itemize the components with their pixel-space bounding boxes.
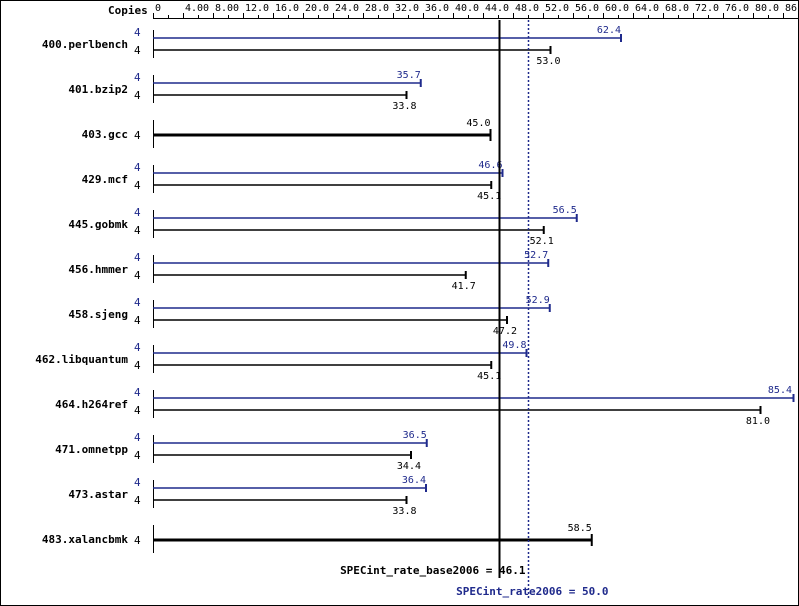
peak-value-label: 46.6 [478, 160, 502, 171]
tick-label: 36.0 [425, 3, 449, 14]
tick-label: 12.0 [245, 3, 269, 14]
benchmark-row: 473.astar 4 4 36.4 33.8 [68, 475, 427, 517]
peak-copies-label: 4 [134, 71, 141, 84]
base-copies-label: 4 [134, 269, 141, 282]
benchmark-name: 403.gcc [82, 128, 128, 141]
peak-copies-label: 4 [134, 26, 141, 39]
benchmark-row: 464.h264ref 4 4 85.4 81.0 [55, 385, 795, 427]
benchmark-name: 445.gobmk [68, 218, 128, 231]
tick-label: 68.0 [665, 3, 689, 14]
tick-label: 24.0 [335, 3, 359, 14]
base-value-label: 45.1 [477, 191, 501, 202]
benchmark-row: 429.mcf 4 4 46.6 45.1 [82, 160, 504, 202]
peak-value-label: 35.7 [397, 70, 421, 81]
tick-label: 86.0 [785, 3, 799, 14]
benchmark-name: 456.hmmer [68, 263, 128, 276]
base-summary-label: SPECint_rate_base2006 = 46.1 [340, 564, 526, 577]
tick-label: 28.0 [365, 3, 389, 14]
benchmark-row: 471.omnetpp 4 4 36.5 34.4 [55, 430, 428, 472]
base-value-label: 45.1 [477, 371, 501, 382]
tick-label: 80.0 [755, 3, 779, 14]
benchmark-name: 471.omnetpp [55, 443, 128, 456]
benchmark-row: 456.hmmer 4 4 52.7 41.7 [68, 250, 550, 292]
base-value-label: 53.0 [536, 56, 560, 67]
benchmark-name: 464.h264ref [55, 398, 128, 411]
tick-label: 52.0 [545, 3, 569, 14]
benchmark-row: 403.gcc 4 45.0 [82, 118, 492, 148]
tick-label: 4.00 [185, 3, 209, 14]
base-value-label: 41.7 [452, 281, 476, 292]
peak-copies-label: 4 [134, 296, 141, 309]
base-copies-label: 4 [134, 224, 141, 237]
tick-label: 76.0 [725, 3, 749, 14]
tick-label: 72.0 [695, 3, 719, 14]
base-value-label: 33.8 [392, 506, 416, 517]
tick-label: 48.0 [515, 3, 539, 14]
base-copies-label: 4 [134, 179, 141, 192]
benchmark-row: 400.perlbench 4 4 62.4 53.0 [42, 25, 622, 67]
base-value-label: 81.0 [746, 416, 770, 427]
peak-copies-label: 4 [134, 341, 141, 354]
base-copies-label: 4 [134, 449, 141, 462]
peak-summary-label: SPECint_rate2006 = 50.0 [456, 585, 608, 598]
benchmark-name: 473.astar [68, 488, 128, 501]
base-copies-label: 4 [134, 359, 141, 372]
axis-header: Copies [108, 4, 148, 17]
benchmark-name: 400.perlbench [42, 38, 128, 51]
benchmark-name: 401.bzip2 [68, 83, 128, 96]
peak-value-label: 85.4 [768, 385, 792, 396]
value-label: 58.5 [568, 523, 592, 534]
peak-copies-label: 4 [134, 251, 141, 264]
peak-value-label: 49.8 [502, 340, 526, 351]
base-copies-label: 4 [134, 404, 141, 417]
peak-value-label: 52.9 [526, 295, 550, 306]
peak-copies-label: 4 [134, 476, 141, 489]
tick-label: 60.0 [605, 3, 629, 14]
base-copies-label: 4 [134, 44, 141, 57]
peak-copies-label: 4 [134, 386, 141, 399]
benchmark-row: 401.bzip2 4 4 35.7 33.8 [68, 70, 422, 112]
tick-label: 16.0 [275, 3, 299, 14]
peak-value-label: 36.5 [403, 430, 427, 441]
peak-copies-label: 4 [134, 431, 141, 444]
benchmark-name: 429.mcf [82, 173, 128, 186]
x-axis: 0 4.00 8.00 12.0 16.0 20.0 24.0 28.0 32.0 36.0 40.… [153, 3, 799, 19]
benchmark-row: 445.gobmk 4 4 56.5 52.1 [68, 205, 578, 247]
benchmark-name: 462.libquantum [35, 353, 128, 366]
tick-label: 20.0 [305, 3, 329, 14]
base-copies-label: 4 [134, 494, 141, 507]
tick-label: 64.0 [635, 3, 659, 14]
base-copies-label: 4 [134, 314, 141, 327]
peak-copies-label: 4 [134, 161, 141, 174]
tick-label: 40.0 [455, 3, 479, 14]
benchmark-row: 458.sjeng 4 4 52.9 47.2 [68, 295, 551, 337]
summary-lines: SPECint_rate_base2006 = 46.1 SPECint_rate… [340, 20, 609, 598]
benchmark-row: 483.xalancbmk 4 58.5 [42, 523, 593, 553]
value-label: 45.0 [466, 118, 490, 129]
peak-copies-label: 4 [134, 206, 141, 219]
tick-label: 0 [155, 3, 161, 14]
tick-label: 32.0 [395, 3, 419, 14]
base-value-label: 34.4 [397, 461, 421, 472]
peak-value-label: 36.4 [402, 475, 426, 486]
benchmark-row: 462.libquantum 4 4 49.8 45.1 [35, 340, 528, 382]
base-value-label: 52.1 [530, 236, 554, 247]
tick-label: 44.0 [485, 3, 509, 14]
benchmark-name: 458.sjeng [68, 308, 128, 321]
tick-label: 8.00 [215, 3, 239, 14]
peak-value-label: 52.7 [524, 250, 548, 261]
base-value-label: 47.2 [493, 326, 517, 337]
benchmark-rows: 400.perlbench 4 4 62.4 53.0 401.bzip2 4 4 35.7 33… [35, 25, 795, 553]
base-copies-label: 4 [134, 89, 141, 102]
tick-label: 56.0 [575, 3, 599, 14]
base-value-label: 33.8 [392, 101, 416, 112]
peak-value-label: 56.5 [553, 205, 577, 216]
copies-label: 4 [134, 129, 141, 142]
peak-value-label: 62.4 [597, 25, 621, 36]
copies-label: 4 [134, 534, 141, 547]
benchmark-name: 483.xalancbmk [42, 533, 128, 546]
